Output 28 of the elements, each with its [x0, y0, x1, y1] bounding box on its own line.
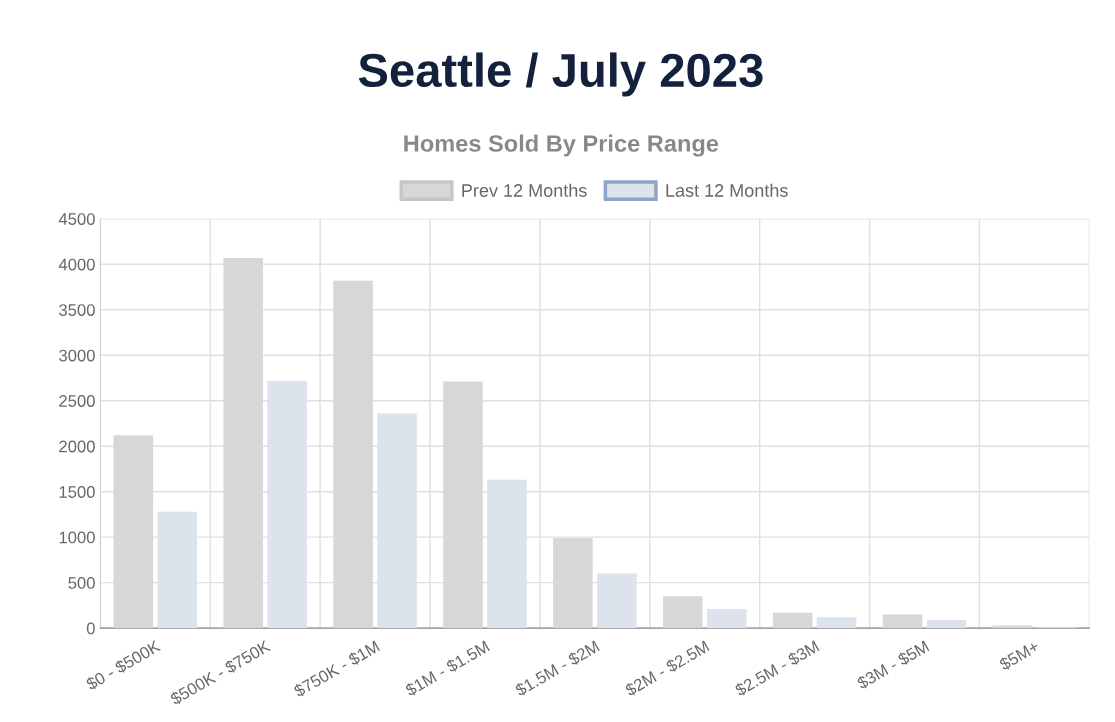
legend-label: Prev 12 Months: [462, 183, 587, 197]
bar: [772, 612, 813, 629]
y-tick-label: 1500: [59, 486, 95, 498]
y-tick-label: 1000: [59, 531, 95, 544]
y-tick-label: 500: [68, 577, 95, 589]
bar: [662, 596, 703, 629]
bar: [882, 614, 923, 629]
x-tick-label: $3M - $5M: [855, 639, 930, 691]
bar: [706, 609, 747, 629]
x-tick-label: $5M+: [997, 639, 1041, 672]
y-tick-label: 3000: [59, 349, 95, 362]
chart-subtitle: Homes Sold By Price Range: [404, 134, 719, 157]
bar: [816, 617, 857, 629]
y-tick-label: 0: [86, 622, 95, 635]
bar: [157, 511, 198, 629]
legend-label: Last 12 Months: [666, 183, 788, 197]
y-tick-label: 2500: [59, 395, 95, 407]
bar: [267, 380, 307, 629]
bar: [597, 573, 637, 629]
bar: [992, 625, 1033, 629]
y-tick-label: 2000: [59, 440, 95, 453]
bar: [926, 619, 967, 629]
y-tick-label: 4500: [58, 213, 95, 225]
y-tick-label: 4000: [58, 258, 95, 271]
y-tick-label: 3500: [59, 304, 95, 316]
chart-title: Seattle / July 2023: [358, 52, 763, 97]
bar: [487, 479, 527, 629]
bar: [377, 413, 417, 629]
